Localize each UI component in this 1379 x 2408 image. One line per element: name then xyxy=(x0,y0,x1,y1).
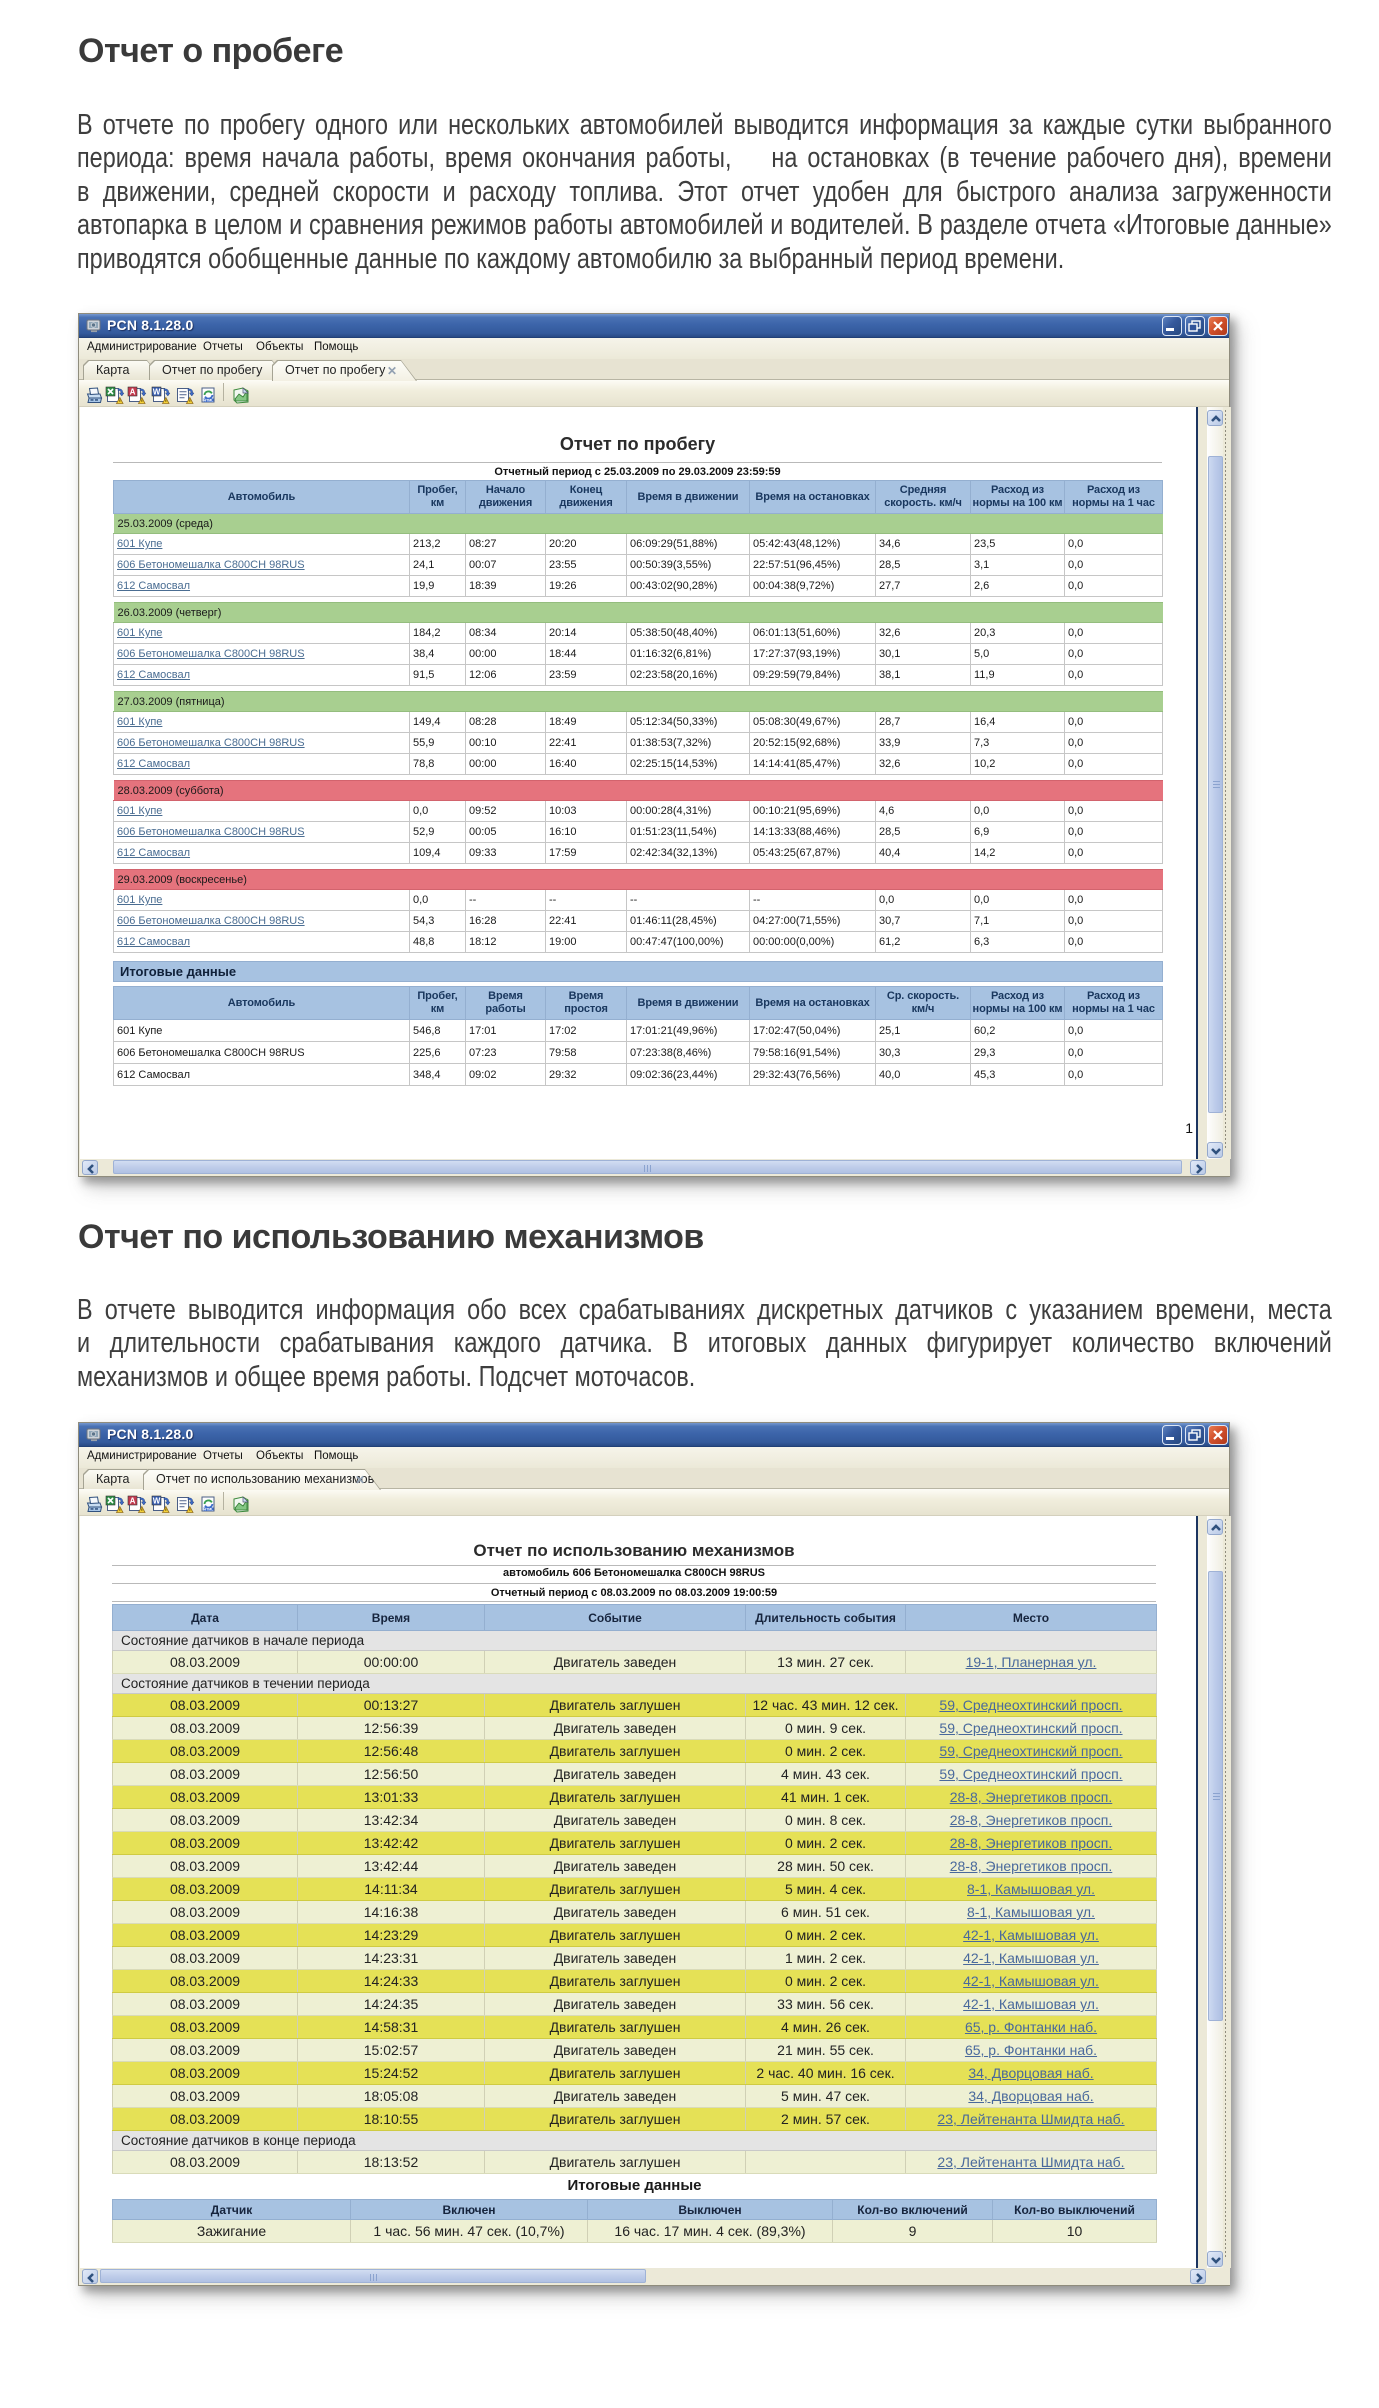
svg-text:A: A xyxy=(130,1497,136,1506)
svg-text:A: A xyxy=(130,388,136,397)
svg-text:W: W xyxy=(153,388,161,397)
svg-text:W: W xyxy=(153,1497,161,1506)
svg-text:HTML: HTML xyxy=(204,1508,215,1512)
svg-text:HTML: HTML xyxy=(204,399,215,403)
